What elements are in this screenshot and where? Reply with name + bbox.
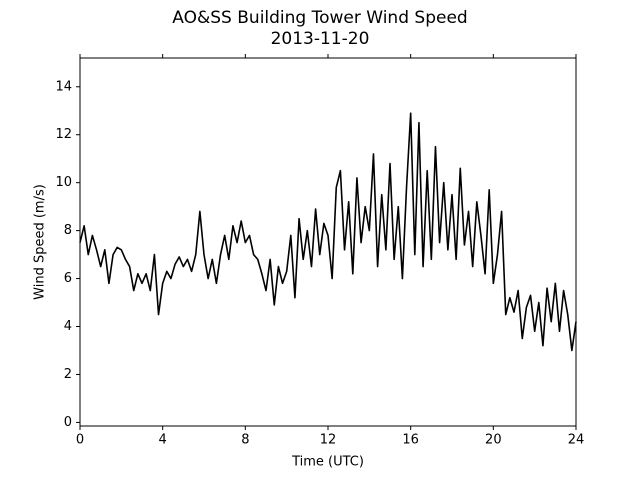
x-tick-label: 12 <box>320 433 337 448</box>
line-series <box>79 112 577 352</box>
y-tick-label: 0 <box>64 415 72 430</box>
y-tick-label: 8 <box>64 223 72 238</box>
x-tick-label: 8 <box>241 433 249 448</box>
x-axis-label: Time (UTC) <box>291 455 364 470</box>
chart-title: AO&SS Building Tower Wind Speed <box>172 8 467 28</box>
y-axis-label: Wind Speed (m/s) <box>33 184 48 300</box>
chart-subtitle: 2013-11-20 <box>271 29 370 49</box>
y-tick-label: 2 <box>64 367 72 382</box>
x-tick-label: 20 <box>485 433 502 448</box>
x-tick-label: 24 <box>568 433 585 448</box>
x-tick-label: 0 <box>76 433 84 448</box>
y-tick-label: 10 <box>55 175 72 190</box>
y-tick-label: 14 <box>55 79 72 94</box>
y-tick-label: 4 <box>64 319 72 334</box>
x-tick-label: 4 <box>159 433 167 448</box>
x-tick-label: 16 <box>402 433 419 448</box>
y-tick-label: 6 <box>64 271 72 286</box>
y-tick-label: 12 <box>55 127 72 142</box>
